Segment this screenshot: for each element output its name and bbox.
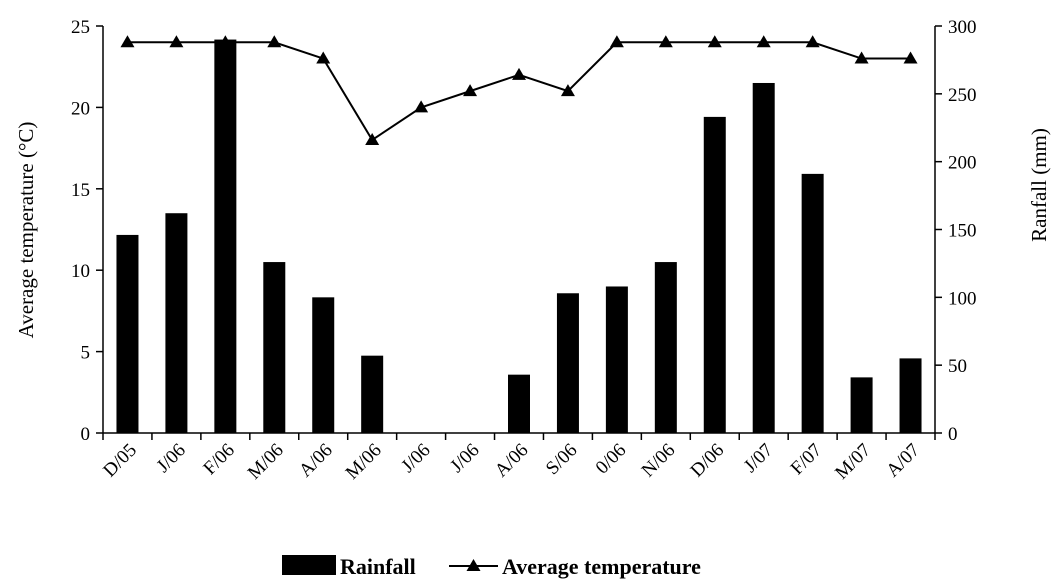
left-y-tick-label: 10 bbox=[71, 261, 90, 282]
temperature-point bbox=[512, 67, 526, 80]
temperature-point bbox=[316, 51, 331, 64]
rainfall-bar bbox=[165, 213, 188, 433]
left-y-tick-label: 0 bbox=[81, 424, 91, 445]
rainfall-bar bbox=[556, 293, 579, 433]
left-y-tick-label: 15 bbox=[71, 180, 90, 201]
x-tick-label: 0/06 bbox=[592, 440, 631, 479]
temperature-point bbox=[756, 35, 771, 48]
rainfall-bar bbox=[508, 374, 530, 433]
rainfall-bar bbox=[312, 297, 335, 433]
right-axis-title: Ranfall (mm) bbox=[1027, 128, 1051, 242]
temperature-point bbox=[267, 35, 282, 48]
x-tick-label: A/06 bbox=[491, 440, 533, 482]
temperature-point bbox=[463, 84, 478, 97]
rainfall-bar bbox=[263, 262, 286, 433]
x-tick-labels: D/05 J/06 F/06 M/06 A/06 M/06 J/06 J/06 A/06 S/06… bbox=[99, 440, 924, 484]
temperature-point bbox=[854, 51, 869, 64]
rainfall-bar bbox=[850, 377, 873, 433]
rainfall-bar bbox=[361, 355, 384, 433]
x-tick-label: F/06 bbox=[199, 440, 238, 479]
right-y-tick-label: 250 bbox=[948, 85, 977, 106]
x-tick-label: J/06 bbox=[446, 440, 483, 477]
x-tick-label: F/07 bbox=[787, 440, 826, 479]
right-y-tick-label: 150 bbox=[948, 221, 977, 242]
right-y-tick-label: 0 bbox=[948, 424, 958, 445]
temperature-point bbox=[169, 35, 184, 48]
right-y-tick-labels: 0 50 100 150 200 250 300 bbox=[948, 17, 977, 445]
legend-rainfall-label: Rainfall bbox=[340, 554, 416, 579]
rainfall-bars bbox=[116, 39, 922, 434]
left-axis-title: Average temperature (°C) bbox=[14, 122, 38, 339]
rainfall-bar bbox=[899, 358, 922, 433]
rainfall-bar bbox=[752, 82, 775, 433]
temperature-point bbox=[365, 132, 380, 145]
temperature-point bbox=[658, 35, 673, 48]
x-tick-label: S/06 bbox=[542, 440, 581, 479]
rainfall-bar bbox=[214, 39, 237, 434]
legend-temperature-label: Average temperature bbox=[502, 554, 701, 579]
temperature-series-line bbox=[127, 41, 911, 142]
x-tick-label: N/06 bbox=[638, 440, 680, 482]
temperature-point bbox=[560, 84, 575, 97]
right-y-tick-label: 50 bbox=[948, 356, 967, 377]
rainfall-bar bbox=[116, 234, 139, 433]
left-y-tick-label: 20 bbox=[71, 98, 90, 119]
temperature-point bbox=[707, 35, 722, 48]
right-y-tick-label: 300 bbox=[948, 17, 977, 38]
right-y-tick-label: 200 bbox=[948, 153, 977, 174]
rainfall-bar bbox=[605, 286, 628, 433]
rainfall-bar bbox=[654, 262, 677, 433]
x-tick-label: D/06 bbox=[687, 440, 729, 482]
x-tick-label: J/07 bbox=[740, 440, 777, 477]
axes bbox=[96, 25, 942, 440]
left-y-tick-label: 25 bbox=[71, 17, 90, 38]
legend: Rainfall Average temperature bbox=[282, 554, 701, 579]
temperature-point bbox=[414, 100, 429, 113]
right-y-tick-label: 100 bbox=[948, 288, 977, 309]
temperature-line bbox=[120, 35, 918, 145]
x-tick-label: A/07 bbox=[882, 440, 924, 482]
rainfall-bar bbox=[801, 173, 824, 434]
rainfall-bar bbox=[703, 116, 726, 433]
left-y-tick-labels: 0 5 10 15 20 25 bbox=[71, 17, 90, 445]
x-tick-label: M/06 bbox=[342, 440, 386, 484]
temperature-point bbox=[609, 35, 624, 48]
legend-rainfall-swatch bbox=[282, 555, 336, 575]
legend-temperature-marker bbox=[466, 559, 481, 571]
x-tick-label: A/06 bbox=[295, 440, 337, 482]
temperature-point bbox=[218, 35, 233, 48]
x-tick-label: J/06 bbox=[397, 440, 434, 477]
x-tick-label: M/07 bbox=[831, 440, 875, 484]
temperature-point bbox=[805, 35, 820, 48]
x-tick-label: M/06 bbox=[244, 440, 288, 484]
x-tick-label: D/05 bbox=[99, 440, 141, 482]
temperature-point bbox=[120, 35, 135, 48]
x-tick-label: J/06 bbox=[153, 440, 190, 477]
temperature-point bbox=[903, 51, 918, 64]
left-y-tick-label: 5 bbox=[81, 343, 91, 364]
